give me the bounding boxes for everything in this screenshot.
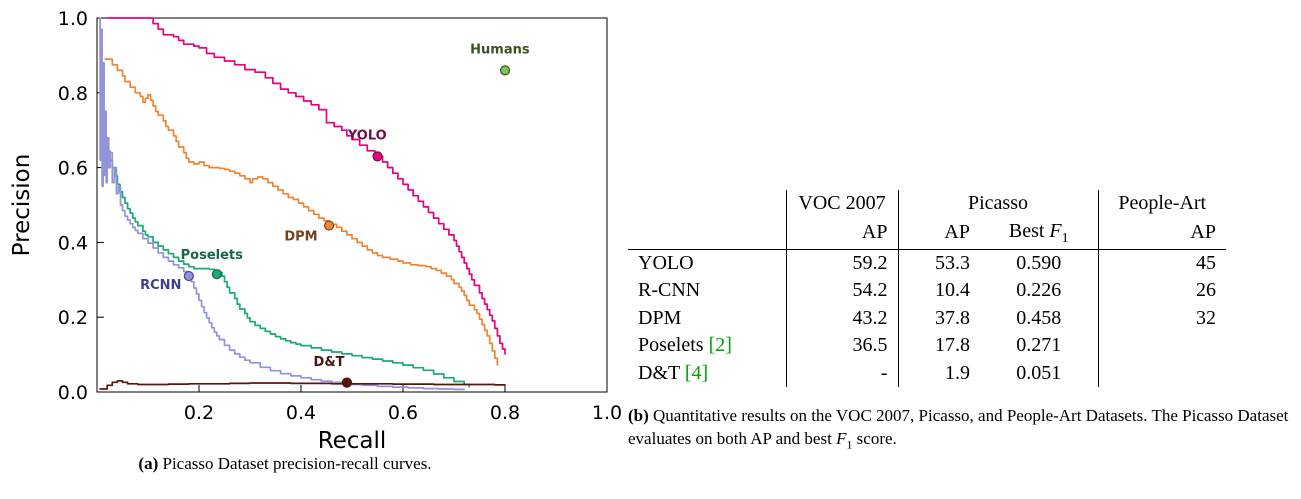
series-marker-RCNN	[183, 270, 194, 282]
col-picasso-bestf1: Best F1	[980, 217, 1099, 250]
table-row-poselets: Poselets [2] 36.5 17.8 0.271	[628, 332, 1226, 360]
table-row-dandt: D&T [4] - 1.9 0.051	[628, 359, 1226, 388]
row-label: DPM	[628, 304, 787, 333]
sub-header-row: AP AP Best F1 AP	[628, 217, 1226, 250]
series-curve-DPM	[104, 58, 499, 366]
x-tick-label: 0.4	[286, 402, 316, 424]
table-row-rcnn: R-CNN 54.2 10.4 0.226 26	[628, 277, 1226, 305]
peopleart-ap-value	[1098, 360, 1226, 388]
x-tick-label: 0.2	[184, 402, 214, 424]
series-marker-DPM	[323, 220, 335, 231]
row-label: Poselets [2]	[628, 332, 787, 360]
voc-ap-value: 59.2	[786, 249, 899, 278]
caption-b: (b) Quantitative results on the VOC 2007…	[628, 406, 1289, 452]
series-marker-Humans	[499, 65, 511, 76]
voc-ap-value: 36.5	[786, 332, 899, 360]
series-annotation-Poselets: Poselets	[181, 248, 244, 263]
series-annotation-DPM: DPM	[284, 230, 317, 245]
y-tick-label: 0.4	[58, 232, 88, 254]
x-axis-label: Recall	[318, 428, 387, 452]
y-tick-label: 0.6	[58, 158, 88, 180]
picasso-ap-value: 10.4	[935, 279, 970, 302]
picasso-f1-value: 0.590	[980, 249, 1099, 278]
y-tick-label: 0.8	[58, 83, 88, 105]
picasso-f1-value: 0.458	[980, 304, 1099, 333]
series-marker-D&T	[341, 377, 352, 388]
caption-b-tag: (b)	[628, 406, 649, 426]
voc-ap-value: -	[786, 359, 899, 388]
series-annotation-D&T: D&T	[314, 355, 345, 370]
col-picasso-ap: AP	[898, 217, 980, 250]
col-group-picasso: Picasso	[898, 190, 1099, 218]
voc-ap-value: 43.2	[786, 304, 899, 333]
series-curve-YOLO	[107, 17, 506, 355]
y-tick-label: 0.2	[58, 307, 88, 329]
row-label: YOLO	[628, 249, 787, 278]
series-annotation-Humans: Humans	[470, 43, 530, 58]
peopleart-ap-value: 26	[1196, 279, 1216, 302]
series-annotation-RCNN: RCNN	[140, 278, 181, 293]
x-tick-label: 0.6	[388, 402, 418, 424]
picasso-f1-value: 0.226	[980, 277, 1099, 305]
picasso-f1-value: 0.271	[980, 332, 1099, 360]
col-group-peopleart: People-Art	[1118, 192, 1207, 214]
caption-a: (a) Picasso Dataset precision-recall cur…	[5, 454, 565, 474]
picasso-ap-value: 53.3	[935, 251, 970, 274]
picasso-ap-value: 1.9	[945, 361, 970, 384]
col-group-voc: VOC 2007	[786, 190, 899, 218]
peopleart-ap-value	[1098, 332, 1226, 360]
series-marker-YOLO	[372, 151, 383, 162]
col-voc-ap: AP	[786, 217, 899, 250]
figure-a: 0.2 0.4 0.6 0.8 1.0 0.0 0.2 0.4 0.6 0.8 1.0 Recall P…	[5, 2, 635, 474]
x-tick-label: 1.0	[592, 402, 622, 424]
col-peopleart-ap: AP	[1098, 217, 1226, 250]
x-tick-label: 0.8	[490, 402, 520, 424]
peopleart-ap-value: 45	[1196, 251, 1216, 274]
voc-ap-value: 54.2	[786, 277, 899, 305]
figure-b: VOC 2007 Picasso People-Art AP AP Best F…	[628, 190, 1298, 453]
picasso-f1-value: 0.051	[980, 359, 1099, 388]
citation-link[interactable]: [4]	[684, 361, 709, 384]
results-table: VOC 2007 Picasso People-Art AP AP Best F…	[628, 190, 1226, 388]
row-label: D&T [4]	[628, 359, 787, 388]
picasso-ap-value: 17.8	[935, 334, 970, 357]
table-row-dpm: DPM 43.2 37.8 0.458 32	[628, 304, 1226, 333]
citation-link[interactable]: [2]	[708, 334, 732, 357]
table-row-yolo: YOLO 59.2 53.3 0.590 45	[628, 249, 1226, 278]
series-marker-Poselets	[211, 269, 222, 280]
series-curve-RCNN	[99, 17, 466, 391]
y-axis-label: Precision	[9, 154, 35, 257]
series-annotation-YOLO: YOLO	[347, 129, 387, 144]
series-curve-D&T	[99, 379, 506, 390]
y-tick-label: 1.0	[58, 8, 88, 30]
picasso-ap-value: 37.8	[935, 306, 970, 329]
row-label: R-CNN	[628, 277, 787, 305]
pr-chart: 0.2 0.4 0.6 0.8 1.0 0.0 0.2 0.4 0.6 0.8 1.0 Recall P…	[9, 8, 622, 452]
series-curve-Poselets	[101, 114, 471, 388]
axes-frame	[96, 17, 608, 393]
caption-a-tag: (a)	[138, 454, 159, 473]
y-tick-label: 0.0	[58, 382, 88, 404]
group-header-row: VOC 2007 Picasso People-Art	[628, 190, 1226, 218]
peopleart-ap-value: 32	[1196, 306, 1216, 329]
caption-a-text: Picasso Dataset precision-recall curves.	[158, 454, 432, 473]
